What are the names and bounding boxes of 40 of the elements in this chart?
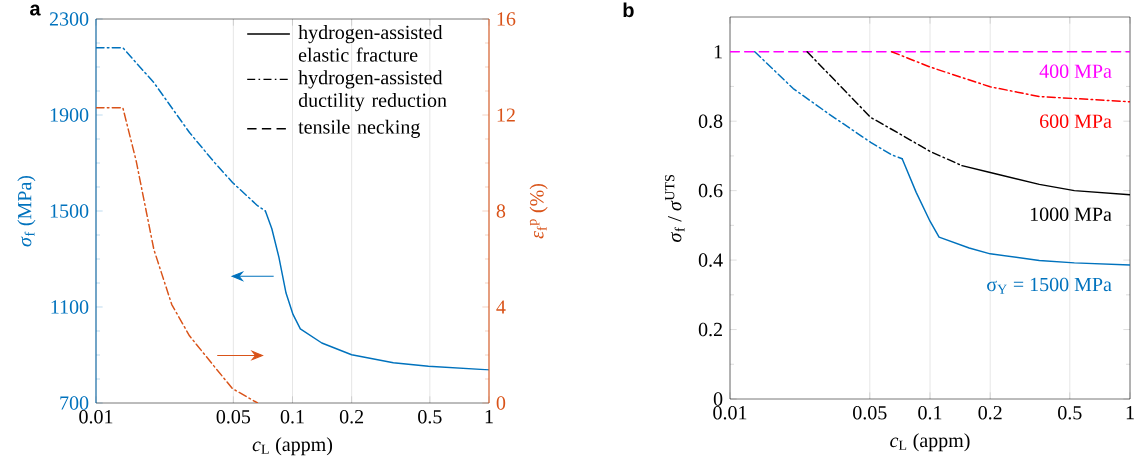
x-tick-label: 0.1 — [280, 409, 304, 424]
chart-title: a — [30, 4, 41, 16]
y2-tick-label: 16 — [497, 12, 516, 26]
series-label: 1000 MPa — [1030, 207, 1112, 222]
y-axis-title: σ$_{f}$ / σ$^{UTS}$ — [665, 175, 685, 242]
y2-tick-label: 0 — [496, 396, 506, 410]
series-label: σ$_{Y}$ = 1500 MPa — [987, 277, 1112, 294]
y-tick-label: 1100 — [51, 300, 89, 314]
y-tick-label: 0.4 — [698, 253, 723, 267]
x-tick-label: 0.05 — [216, 409, 251, 424]
x-tick-label: 0.2 — [339, 409, 364, 424]
x-tick-label: 0.01 — [79, 409, 113, 424]
y-tick-label: 1900 — [50, 108, 89, 122]
x-tick-label: 0.2 — [978, 405, 1002, 420]
x-tick-label: 0.05 — [853, 405, 887, 420]
x-tick-label: 0.5 — [418, 409, 442, 424]
x-axis-title: c$_{L}$ (appm) — [890, 433, 970, 452]
y2-tick-label: 12 — [497, 108, 515, 122]
y2-tick-label: 8 — [496, 204, 506, 218]
y-tick-label: 1500 — [50, 204, 89, 218]
y-tick-label: 0.6 — [698, 183, 723, 198]
x-tick-label: 0.5 — [1058, 405, 1082, 420]
annotation: tensile necking — [298, 119, 420, 138]
x-axis-title: c$_{L}$ (appm) — [252, 437, 333, 456]
chart-title: b — [623, 2, 634, 18]
y-axis-title: σ$_{f}$ (MPa) — [17, 175, 36, 247]
x-tick-label: 0.1 — [918, 405, 942, 420]
y-tick-label: 1 — [714, 45, 722, 59]
y-tick-label: 700 — [60, 396, 89, 410]
y-tick-label: 0 — [713, 392, 723, 406]
y2-tick-label: 4 — [496, 300, 506, 314]
series-label: 600 MPa — [1040, 114, 1112, 128]
y-tick-label: 0.2 — [698, 322, 722, 337]
x-tick-label: 1 — [485, 409, 493, 424]
x-tick-label: 0.01 — [713, 405, 747, 420]
y-tick-label: 2300 — [49, 12, 89, 26]
series-label: 400 MPa — [1039, 64, 1112, 78]
x-tick-label: 1 — [1126, 405, 1134, 420]
y-tick-label: 0.8 — [698, 114, 723, 128]
y2-axis-title: ε$_{f}$$^{p}$ (%) — [529, 183, 548, 239]
